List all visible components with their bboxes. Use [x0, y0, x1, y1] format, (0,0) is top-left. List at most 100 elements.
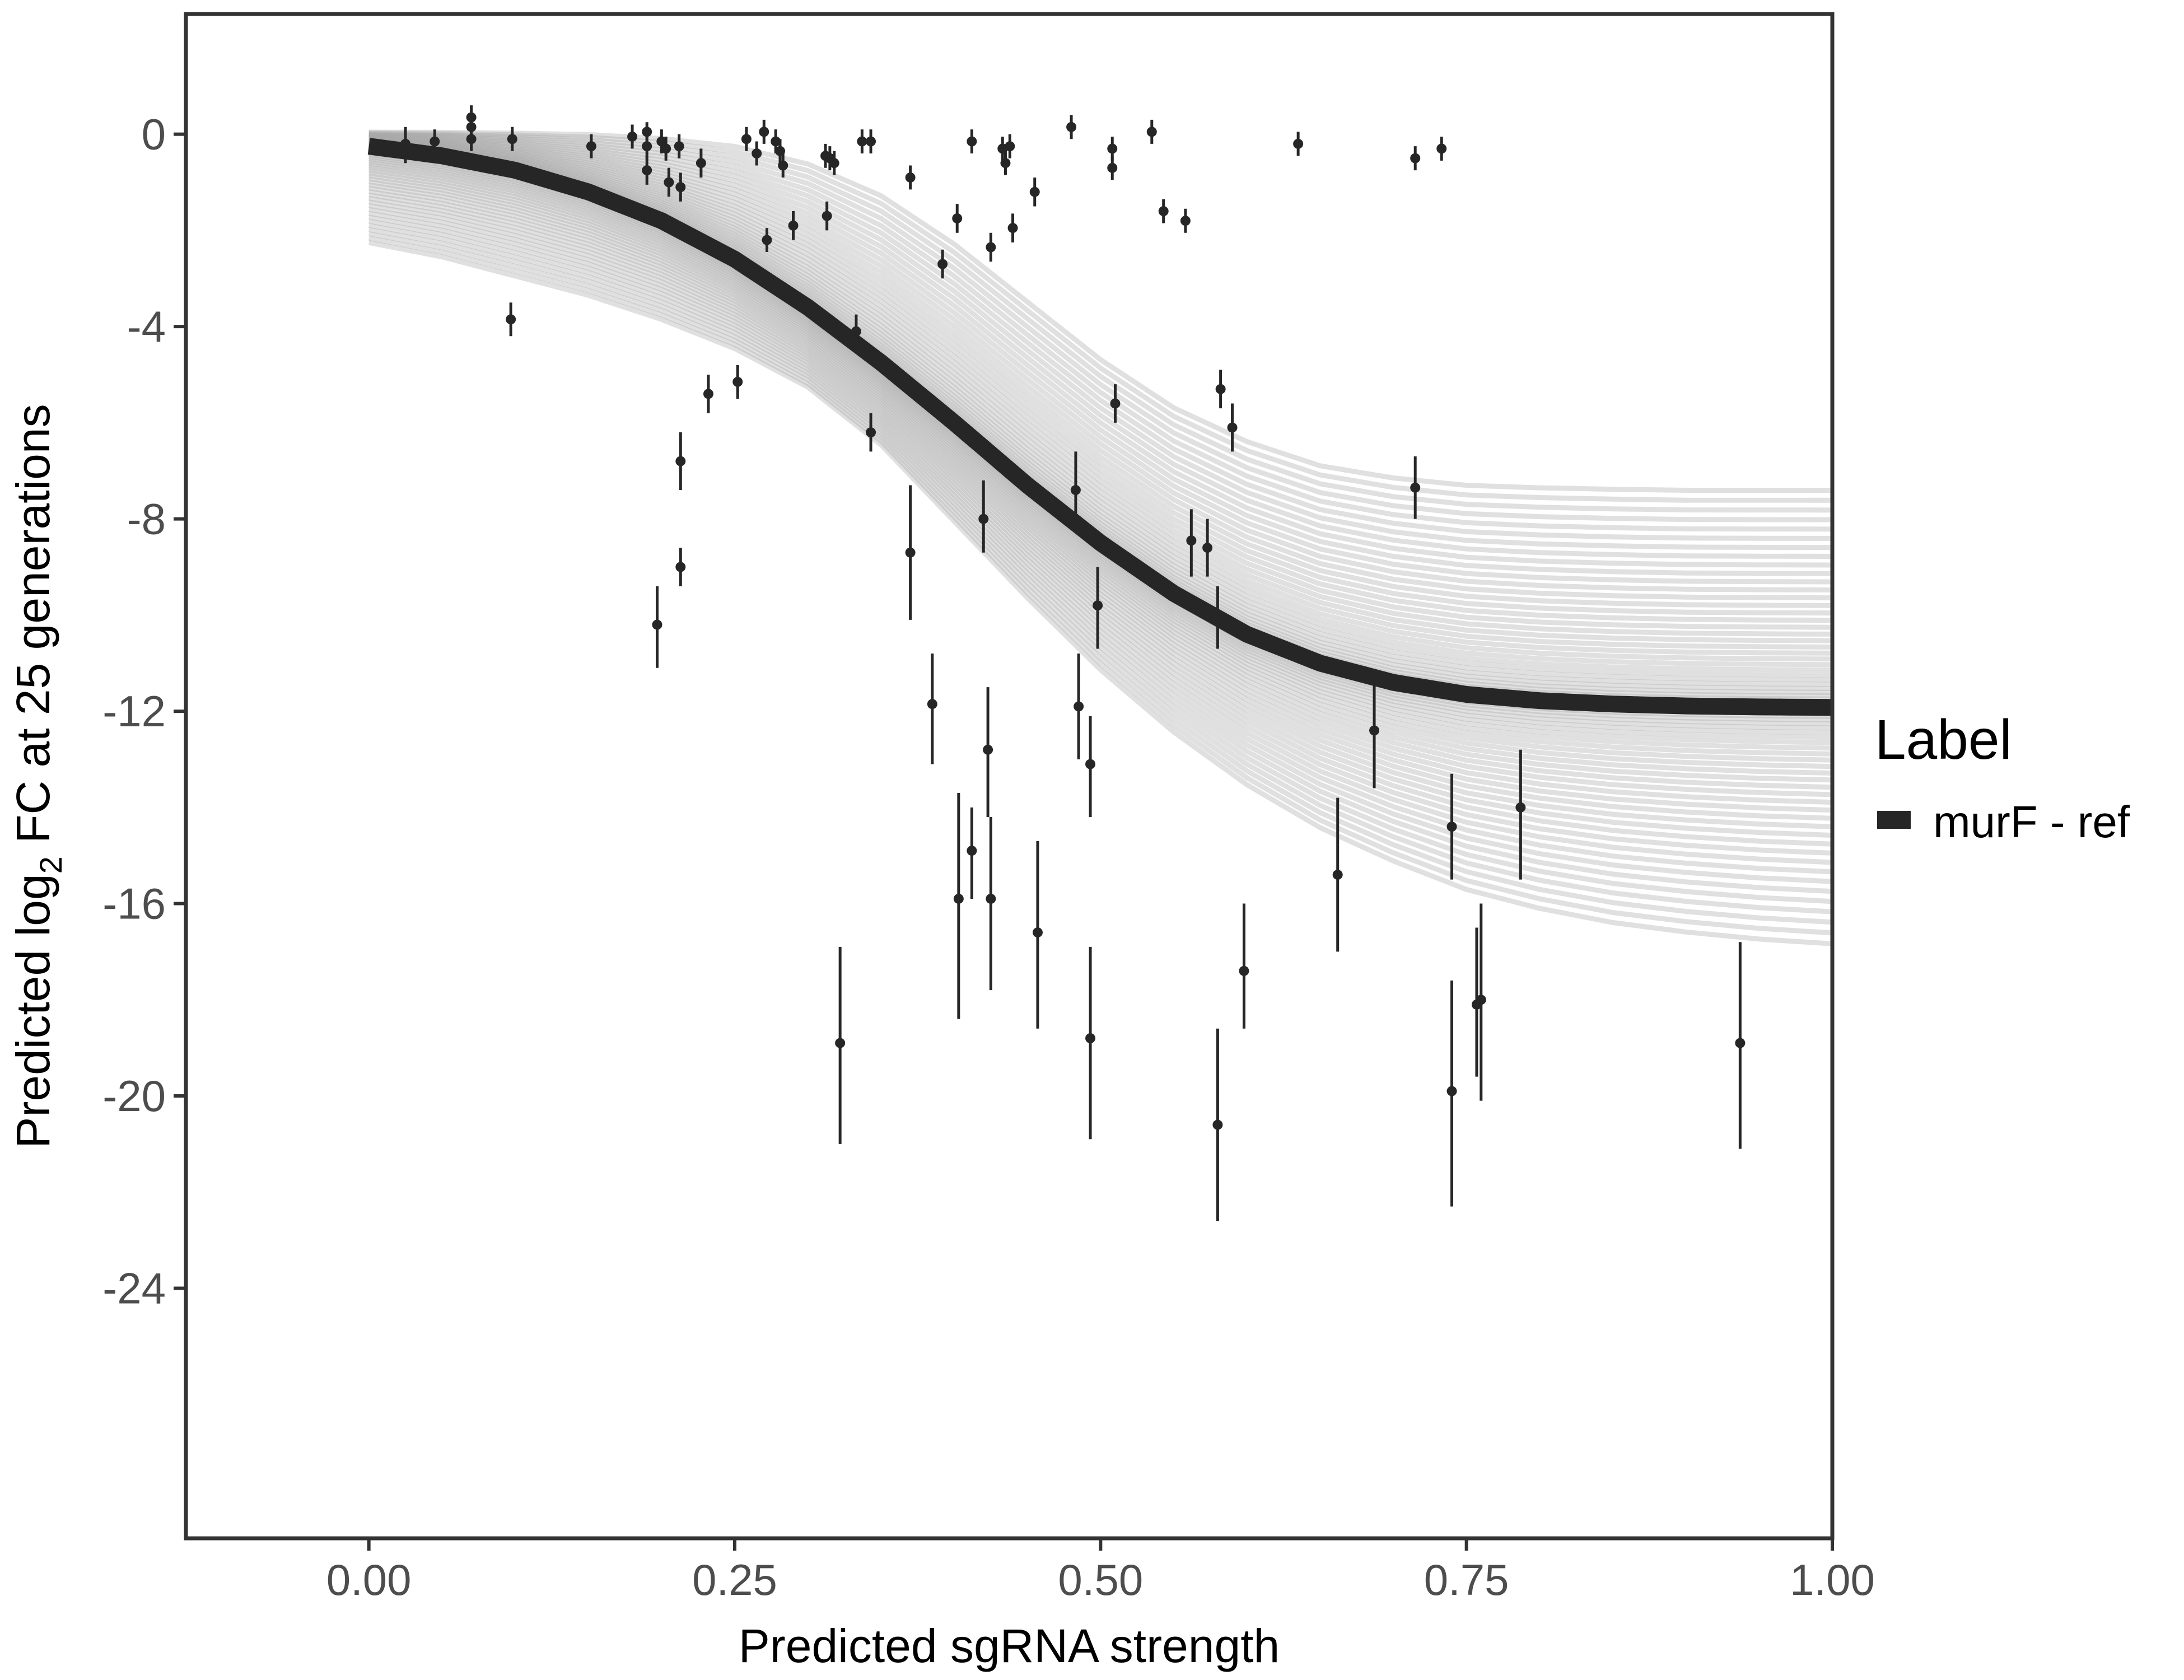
posterior-draw	[368, 240, 1833, 946]
posterior-draw	[368, 141, 1833, 678]
data-point	[986, 816, 996, 991]
plot-panel-border	[184, 12, 1835, 1541]
legend: Label murF - ref	[1875, 708, 2130, 847]
data-point	[1735, 942, 1746, 1149]
data-point	[1476, 903, 1486, 1101]
posterior-draw	[368, 135, 1833, 576]
y-tick-label: -24	[102, 1263, 166, 1313]
data-point	[866, 413, 876, 452]
x-axis-title: Predicted sgRNA strength	[739, 1620, 1280, 1672]
data-points	[400, 105, 1746, 1221]
data-point	[732, 365, 743, 399]
point-marker	[400, 138, 410, 149]
data-point	[1000, 151, 1011, 175]
data-point	[967, 129, 977, 154]
point-marker	[967, 136, 977, 147]
data-point	[1215, 370, 1226, 409]
data-point	[1410, 456, 1421, 519]
point-marker	[466, 134, 477, 144]
point-marker	[927, 699, 937, 710]
posterior-draw	[368, 129, 1832, 493]
data-point	[835, 946, 846, 1144]
data-point	[1293, 132, 1304, 156]
data-point	[1515, 749, 1526, 880]
point-marker	[1158, 206, 1169, 217]
posterior-draw	[368, 195, 1833, 838]
data-point	[1110, 384, 1121, 423]
point-marker	[762, 235, 772, 245]
posterior-draw	[368, 133, 1832, 541]
data-point	[752, 141, 762, 166]
posterior-draw	[368, 160, 1833, 751]
point-marker	[905, 547, 916, 558]
posterior-draw	[368, 132, 1833, 532]
data-point	[851, 314, 861, 348]
posterior-draw	[368, 203, 1833, 856]
point-marker	[1735, 1038, 1746, 1048]
data-point	[1029, 177, 1040, 207]
point-marker	[788, 220, 799, 231]
point-marker	[1070, 485, 1081, 496]
point-marker	[1007, 223, 1018, 234]
point-marker	[1227, 422, 1238, 433]
data-point	[1227, 403, 1238, 452]
posterior-draw	[368, 222, 1833, 904]
posterior-draw	[368, 167, 1833, 769]
data-point	[1005, 134, 1015, 158]
point-marker	[986, 242, 996, 253]
x-tick-label: 0.00	[326, 1555, 412, 1604]
point-marker	[1410, 482, 1421, 493]
point-marker	[1476, 995, 1486, 1005]
y-tick-label: -20	[102, 1071, 166, 1121]
point-marker	[771, 136, 781, 147]
point-marker	[642, 141, 652, 152]
point-marker	[1293, 138, 1304, 149]
point-marker	[1180, 216, 1191, 226]
posterior-draw	[368, 141, 1833, 662]
x-axis: 0.00 0.25 0.50 0.75 1.00	[326, 1540, 1875, 1604]
legend-label-murf-ref: murF - ref	[1933, 797, 2130, 847]
posterior-draw	[368, 170, 1833, 776]
posterior-draw	[368, 182, 1833, 805]
point-marker	[1085, 759, 1096, 769]
data-point	[1146, 119, 1157, 144]
y-axis-title: Predicted log2 FC at 25 generations	[7, 404, 68, 1148]
posterior-draw	[368, 136, 1833, 601]
posterior-draw	[368, 156, 1833, 740]
point-marker	[506, 314, 516, 325]
point-marker	[983, 744, 993, 755]
posterior-draw	[368, 137, 1833, 616]
posterior-draw	[368, 162, 1833, 757]
data-point	[1446, 980, 1457, 1207]
data-point	[952, 204, 963, 233]
data-point	[953, 793, 964, 1019]
x-tick-label: 0.50	[1058, 1555, 1143, 1604]
point-marker	[986, 893, 996, 904]
posterior-draw	[368, 140, 1833, 656]
data-point	[675, 548, 686, 586]
posterior-draw	[368, 138, 1833, 623]
data-point	[652, 586, 662, 668]
data-point	[1158, 199, 1169, 223]
data-point	[1369, 677, 1380, 788]
data-point	[1085, 946, 1096, 1140]
data-point	[1202, 519, 1213, 577]
fit-curve-murf-ref	[367, 138, 1833, 716]
data-point	[642, 134, 652, 158]
point-marker	[1202, 543, 1213, 553]
data-point	[822, 201, 832, 231]
data-point	[967, 807, 977, 899]
point-marker	[1410, 153, 1421, 164]
point-marker	[1074, 701, 1084, 712]
posterior-draw	[368, 165, 1833, 763]
x-tick-label: 0.25	[692, 1555, 777, 1604]
data-point	[1410, 146, 1421, 171]
data-point	[466, 127, 477, 151]
point-marker	[1110, 398, 1121, 409]
posterior-draw	[368, 139, 1833, 637]
data-point	[507, 127, 517, 151]
data-point	[829, 151, 839, 175]
point-marker	[778, 160, 788, 171]
point-marker	[642, 127, 652, 137]
point-marker	[1369, 725, 1380, 736]
